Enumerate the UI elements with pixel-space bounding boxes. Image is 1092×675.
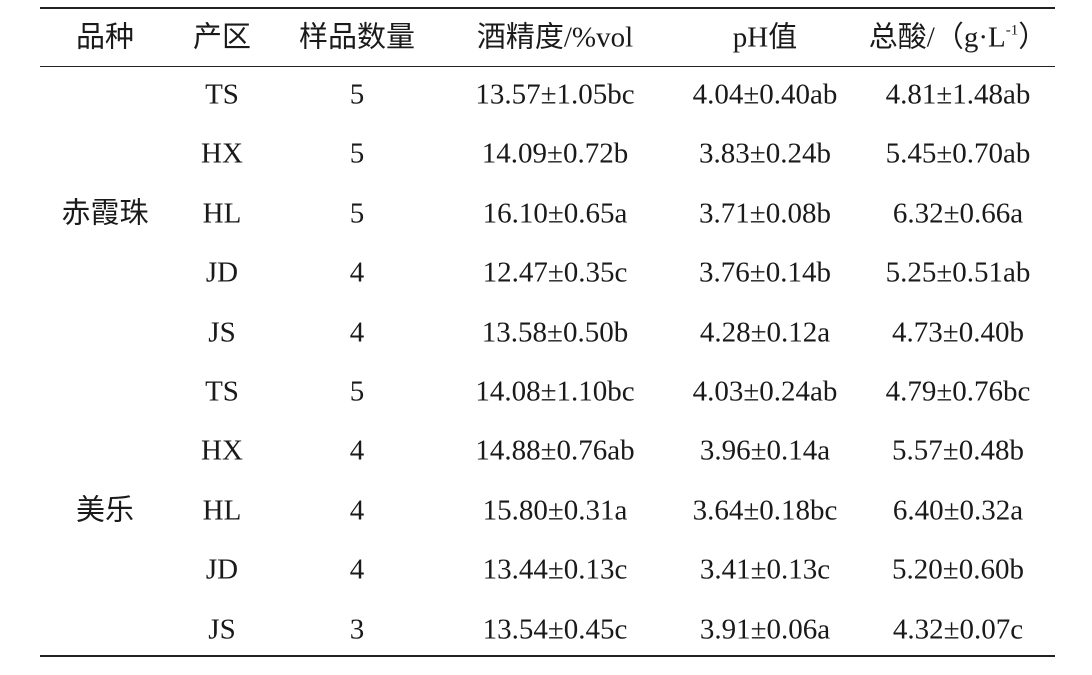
table-cell: 15.80±0.31a <box>482 494 628 527</box>
table-cell: 5 <box>349 137 365 170</box>
table-cell: 4.73±0.40b <box>892 316 1024 349</box>
table-cell: 3.64±0.18bc <box>692 494 838 527</box>
table-cell: 4 <box>349 316 365 349</box>
header-text-part: -1 <box>1005 22 1019 39</box>
table-cell: 5.25±0.51ab <box>885 256 1031 289</box>
table-cell: 4 <box>349 434 365 467</box>
table-cell: HL <box>202 197 242 230</box>
table-cell: 14.09±0.72b <box>481 137 629 170</box>
table-cell: 5 <box>349 197 365 230</box>
table-cell: 4.81±1.48ab <box>885 78 1031 111</box>
column-header: 酒精度/%vol <box>476 21 634 54</box>
table-cell: 5.45±0.70ab <box>885 137 1031 170</box>
table-cell: 13.57±1.05bc <box>475 78 635 111</box>
table-cell: 3.83±0.24b <box>699 137 831 170</box>
table-cell: TS <box>205 375 239 408</box>
header-text-part: 总酸/（g·L <box>868 21 1006 54</box>
table-cell: JS <box>208 613 236 646</box>
table-cell: 13.54±0.45c <box>482 613 628 646</box>
table-cell: JD <box>205 256 239 289</box>
table-cell: 4.28±0.12a <box>699 316 831 349</box>
column-header: 品种 <box>75 21 135 54</box>
column-header: pH值 <box>732 21 798 54</box>
table-cell: JS <box>208 316 236 349</box>
table-cell: 4.04±0.40ab <box>692 78 838 111</box>
table-cell: 6.40±0.32a <box>892 494 1024 527</box>
table-cell: 3.76±0.14b <box>699 256 831 289</box>
table-cell: 13.58±0.50b <box>481 316 629 349</box>
header-text-part: ） <box>1018 21 1048 54</box>
group-label: 赤霞珠 <box>61 197 149 230</box>
table-cell: 3.71±0.08b <box>699 197 831 230</box>
table-cell: 6.32±0.66a <box>892 197 1024 230</box>
table-cell: 16.10±0.65a <box>482 197 628 230</box>
table-cell: 4.32±0.07c <box>892 613 1024 646</box>
table-cell: 12.47±0.35c <box>482 256 628 289</box>
table-cell: 4.03±0.24ab <box>692 375 838 408</box>
bottom-rule <box>40 655 1055 657</box>
table-cell: HL <box>202 494 242 527</box>
column-header: 样品数量 <box>298 21 416 54</box>
table-cell: 4 <box>349 553 365 586</box>
header-rule <box>40 66 1055 67</box>
table-cell: 5.20±0.60b <box>892 553 1024 586</box>
table-cell: 3.96±0.14a <box>699 434 831 467</box>
table-cell: JD <box>205 553 239 586</box>
table-cell: TS <box>205 78 239 111</box>
top-rule <box>40 7 1055 9</box>
table-cell: 3.91±0.06a <box>699 613 831 646</box>
table-cell: 4 <box>349 494 365 527</box>
table-cell: 14.88±0.76ab <box>475 434 635 467</box>
table-cell: HX <box>201 434 243 467</box>
table-cell: 13.44±0.13c <box>482 553 628 586</box>
group-label: 美乐 <box>75 494 135 527</box>
table-cell: 14.08±1.10bc <box>475 375 635 408</box>
table-cell: 5.57±0.48b <box>892 434 1024 467</box>
column-header: 产区 <box>192 21 252 54</box>
column-header: 总酸/（g·L-1） <box>868 21 1048 54</box>
table-cell: 3 <box>349 613 365 646</box>
table-cell: 5 <box>349 78 365 111</box>
table-cell: 4 <box>349 256 365 289</box>
table-cell: HX <box>201 137 243 170</box>
table-cell: 4.79±0.76bc <box>885 375 1031 408</box>
table-cell: 3.41±0.13c <box>699 553 831 586</box>
table-cell: 5 <box>349 375 365 408</box>
